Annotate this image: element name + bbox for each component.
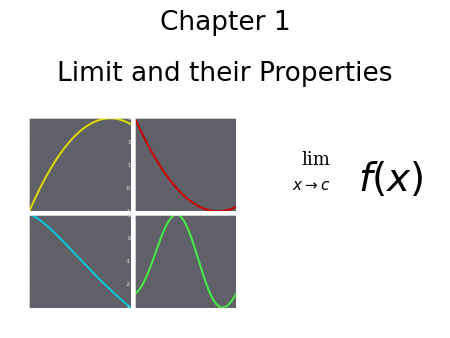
Text: $x\rightarrow c$: $x\rightarrow c$ [292,179,331,193]
Text: Limit and their Properties: Limit and their Properties [57,61,393,87]
Text: lim: lim [302,151,330,169]
Text: $f(x)$: $f(x)$ [358,161,423,199]
Text: Chapter 1: Chapter 1 [160,10,290,36]
